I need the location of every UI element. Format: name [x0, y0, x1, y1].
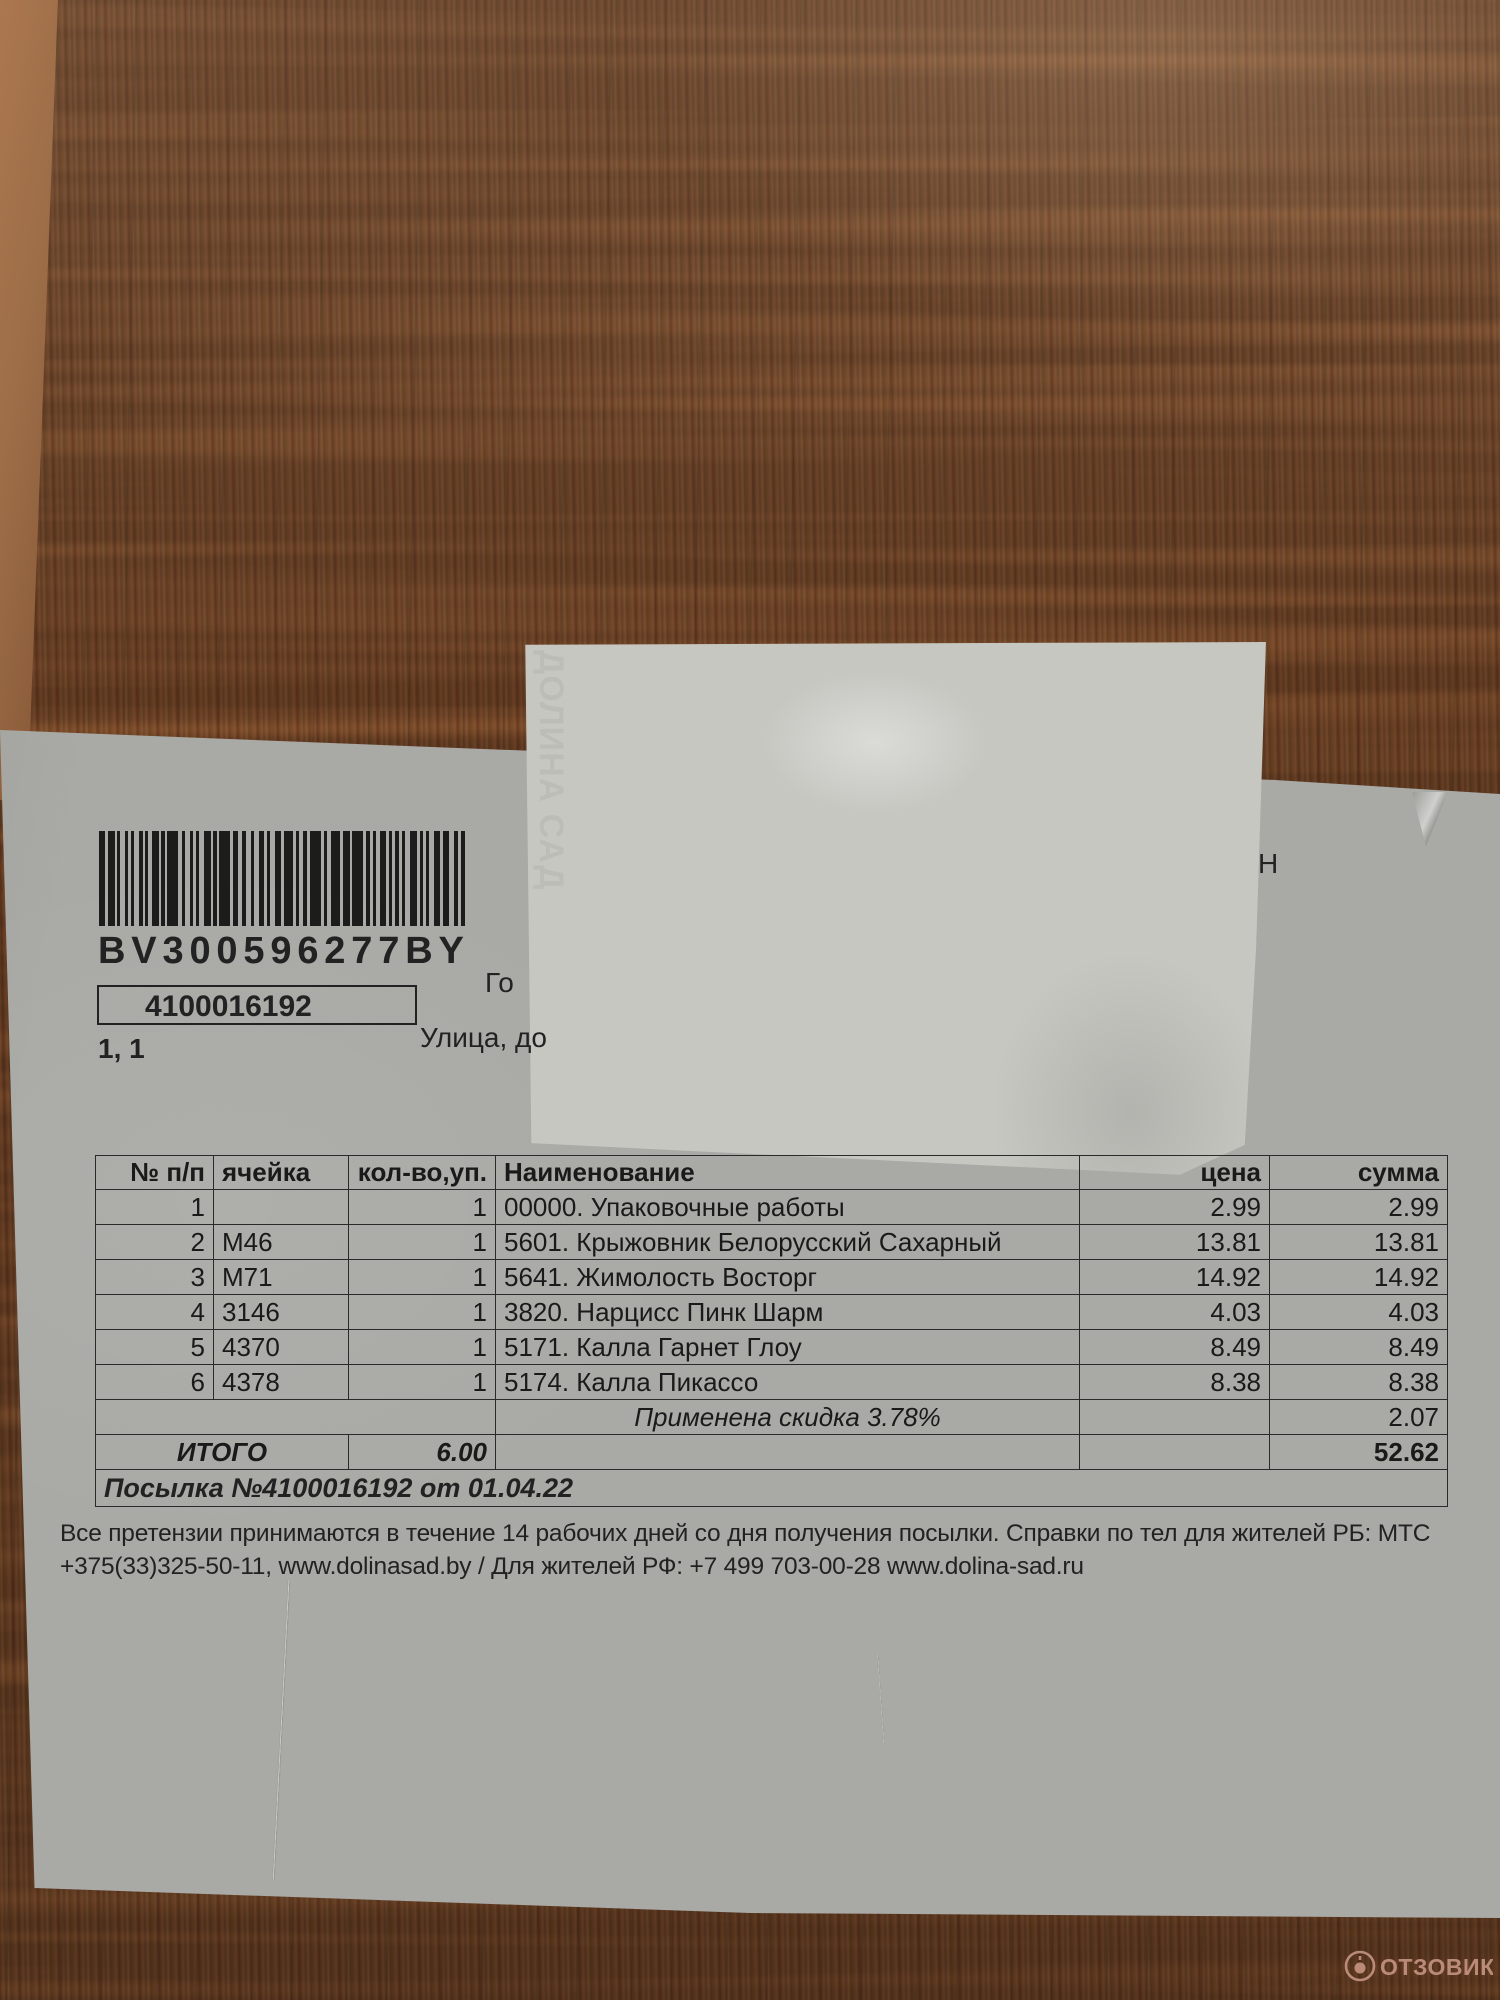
svg-text:ОТЗОВИК: ОТЗОВИК: [1380, 1954, 1493, 1980]
